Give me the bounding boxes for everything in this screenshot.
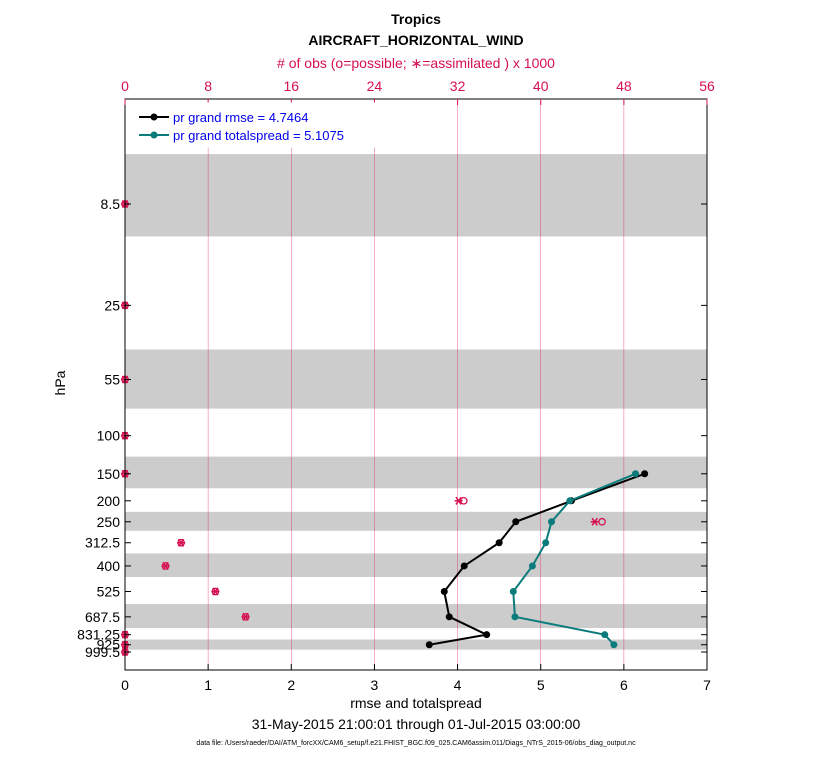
top-tick-label-0: 0 — [121, 78, 129, 94]
y-tick-label-11: 831.25 — [77, 627, 120, 643]
top-tick-label-6: 48 — [616, 78, 632, 94]
y-tick-label-8: 400 — [97, 558, 121, 574]
shaded-layers — [125, 154, 707, 650]
x-tick-label-1: 1 — [204, 677, 212, 693]
legend-box — [128, 102, 378, 148]
x-axis-label: rmse and totalspread — [350, 695, 482, 711]
obs-assimilated-marker-8 — [161, 561, 170, 570]
shaded-layer-1 — [125, 349, 707, 409]
obs-assimilated-marker-10 — [241, 612, 250, 621]
chart-subtitle: AIRCRAFT_HORIZONTAL_WIND — [308, 32, 523, 48]
series-1-point-2 — [548, 518, 556, 526]
legend-label-0: pr grand rmse = 4.7464 — [173, 110, 309, 125]
y-axis-label: hPa — [52, 370, 68, 395]
y-tick-label-12: 925 — [97, 637, 121, 653]
shaded-layer-3 — [125, 511, 707, 531]
series-1-point-4 — [528, 562, 536, 570]
date-range: 31-May-2015 21:00:01 through 01-Jul-2015… — [252, 716, 581, 732]
series-1-point-3 — [542, 539, 550, 547]
top-tick-label-3: 24 — [367, 78, 383, 94]
series-1-point-7 — [601, 631, 609, 639]
obs-assimilated-marker-5 — [454, 496, 463, 505]
y-tick-label-6: 250 — [97, 514, 121, 530]
x-tick-label-5: 5 — [537, 677, 545, 693]
top-tick-label-4: 32 — [450, 78, 466, 94]
legend-label-1: pr grand totalspread = 5.1075 — [173, 128, 344, 143]
obs-possible-marker-6 — [598, 517, 606, 526]
y-tick-label-1: 25 — [104, 297, 120, 313]
y-tick-label-13: 999.5 — [85, 644, 120, 660]
legend-swatch-marker-0 — [150, 113, 158, 121]
y-tick-label-4: 150 — [97, 466, 121, 482]
series-0-point-7 — [483, 631, 491, 639]
y-tick-label-10: 687.5 — [85, 609, 120, 625]
y-tick-label-5: 200 — [97, 493, 121, 509]
x-tick-label-6: 6 — [620, 677, 628, 693]
top-tick-label-5: 40 — [533, 78, 549, 94]
top-tick-label-2: 16 — [283, 78, 299, 94]
data-file-path: data file: /Users/raeder/DAI/ATM_forcXX/… — [196, 740, 636, 747]
obs-assimilated-marker-6 — [590, 517, 599, 526]
series-0-point-4 — [460, 562, 468, 570]
x-tick-label-0: 0 — [121, 677, 129, 693]
top-tick-label-1: 8 — [204, 78, 212, 94]
series-0-point-6 — [445, 613, 453, 621]
shaded-layer-5 — [125, 604, 707, 629]
shaded-layer-0 — [125, 154, 707, 237]
plot-frame — [124, 98, 708, 671]
series-1-point-1 — [566, 497, 574, 505]
series-1-point-5 — [509, 587, 517, 595]
y-tick-label-7: 312.5 — [85, 535, 120, 551]
x-tick-label-3: 3 — [371, 677, 379, 693]
x-tick-label-4: 4 — [454, 677, 462, 693]
series-1-point-8 — [610, 641, 618, 649]
top-axis-label: # of obs (o=possible; ∗=assimilated ) x … — [277, 55, 555, 71]
series-0-point-3 — [495, 539, 503, 547]
series-lines — [425, 470, 649, 649]
shaded-layer-6 — [125, 639, 707, 650]
series-0-point-2 — [512, 518, 520, 526]
series-0-point-5 — [440, 587, 448, 595]
obs-markers — [121, 199, 606, 657]
x-tick-label-7: 7 — [703, 677, 711, 693]
top-tick-label-7: 56 — [699, 78, 715, 94]
obs-assimilated-marker-9 — [211, 587, 220, 596]
series-0-point-8 — [425, 641, 433, 649]
series-0-point-0 — [641, 470, 649, 478]
y-tick-label-2: 55 — [104, 371, 120, 387]
series-1-point-0 — [631, 470, 639, 478]
chart-title: Tropics — [391, 11, 441, 27]
axis-ticks: 0 1 2 3 4 5 6 70 8 16 24 32 40 48 568.5255510015020025… — [77, 78, 715, 693]
y-tick-label-0: 8.5 — [101, 196, 121, 212]
shaded-layer-4 — [125, 553, 707, 578]
y-tick-label-9: 525 — [97, 583, 121, 599]
series-1-point-6 — [511, 613, 519, 621]
legend: pr grand rmse = 4.7464 pr grand totalspre… — [128, 102, 378, 148]
x-tick-label-2: 2 — [287, 677, 295, 693]
y-tick-label-3: 100 — [97, 428, 121, 444]
obs-assimilated-marker-7 — [177, 538, 186, 547]
shaded-layer-2 — [125, 456, 707, 489]
legend-swatch-marker-1 — [150, 131, 158, 139]
